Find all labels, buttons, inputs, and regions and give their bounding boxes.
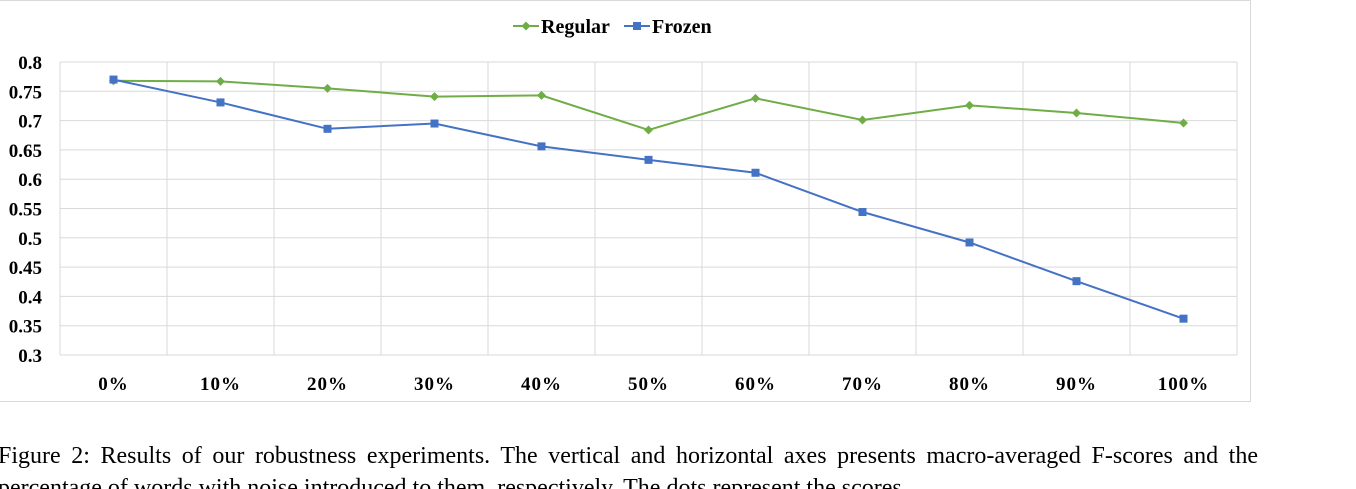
frozen-point xyxy=(644,155,653,164)
x-tick-label: 60% xyxy=(735,374,776,395)
x-tick-label: 50% xyxy=(628,374,669,395)
y-tick-label: 0.3 xyxy=(18,346,42,367)
regular-point xyxy=(430,92,439,102)
figure-caption: Figure 2: Results of our robustness expe… xyxy=(0,443,1258,489)
y-tick-label: 0.6 xyxy=(18,170,42,191)
y-tick-label: 0.8 xyxy=(18,53,42,74)
frozen-point xyxy=(430,119,439,128)
frozen-point xyxy=(109,75,118,84)
frozen-legend-marker xyxy=(633,22,641,30)
legend: Regular Frozen xyxy=(513,16,712,38)
chart-frame: 0.3 0.35 0.4 0.45 0.5 0.55 0.6 0.65 0.7 0.75 0.8 0… xyxy=(0,0,1251,402)
y-tick-label: 0.75 xyxy=(9,82,42,103)
frozen-point xyxy=(1072,277,1081,286)
regular-point xyxy=(1072,108,1081,118)
frozen-point xyxy=(216,98,225,107)
regular-point xyxy=(1179,118,1188,128)
regular-point xyxy=(537,90,546,100)
x-tick-label: 100% xyxy=(1158,374,1210,395)
regular-point xyxy=(965,100,974,110)
x-tick-label: 30% xyxy=(414,374,455,395)
line-chart: 0.3 0.35 0.4 0.45 0.5 0.55 0.6 0.65 0.7 0.75 0.8 0… xyxy=(9,16,1238,395)
y-tick-label: 0.35 xyxy=(9,317,42,338)
frozen-point xyxy=(537,142,546,151)
x-tick-label: 40% xyxy=(521,374,562,395)
y-tick-label: 0.4 xyxy=(18,287,42,308)
regular-point xyxy=(644,125,653,135)
grid-layer xyxy=(59,61,1238,356)
frozen-legend-label: Frozen xyxy=(652,16,712,38)
regular-point xyxy=(751,93,760,103)
frozen-point xyxy=(323,124,332,133)
regular-point xyxy=(323,83,332,93)
regular-legend-marker xyxy=(521,21,531,31)
regular-point xyxy=(858,115,867,125)
y-axis-ticks: 0.3 0.35 0.4 0.45 0.5 0.55 0.6 0.65 0.7 0.75 0.8 xyxy=(9,53,43,367)
x-tick-label: 70% xyxy=(842,374,883,395)
regular-legend-label: Regular xyxy=(541,16,610,38)
frozen-point xyxy=(858,208,867,217)
y-tick-label: 0.55 xyxy=(9,200,42,221)
regular-point xyxy=(216,76,225,86)
x-axis-ticks: 0% 10% 20% 30% 40% 50% 60% 70% 80% 90% 100% xyxy=(98,374,1210,395)
frozen-point xyxy=(751,168,760,177)
series-layer xyxy=(109,75,1188,323)
y-tick-label: 0.45 xyxy=(9,258,42,279)
x-tick-label: 20% xyxy=(307,374,348,395)
frozen-point xyxy=(1179,314,1188,323)
x-tick-label: 90% xyxy=(1056,374,1097,395)
x-tick-label: 10% xyxy=(200,374,241,395)
frozen-point xyxy=(965,238,974,247)
y-tick-label: 0.65 xyxy=(9,141,42,162)
x-tick-label: 80% xyxy=(949,374,990,395)
y-tick-label: 0.7 xyxy=(18,112,42,133)
x-tick-label: 0% xyxy=(98,374,129,395)
y-tick-label: 0.5 xyxy=(18,229,42,250)
